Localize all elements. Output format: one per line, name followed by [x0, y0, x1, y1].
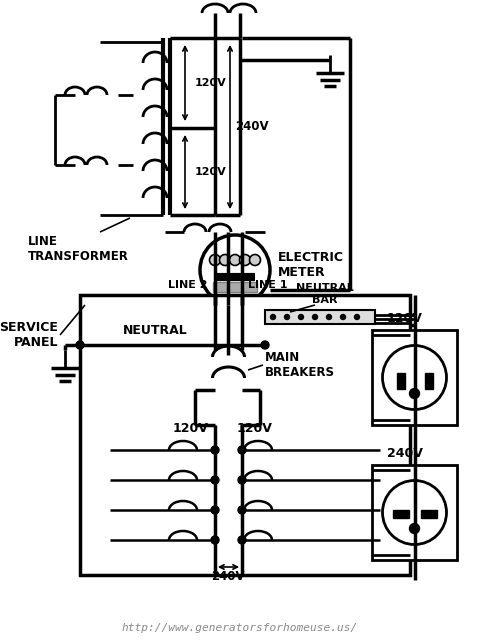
Bar [396, 372, 405, 388]
Text: 120V: 120V [195, 78, 227, 88]
Circle shape [238, 536, 246, 544]
Circle shape [200, 235, 270, 305]
Text: 240V: 240V [211, 570, 245, 583]
Text: 120V: 120V [237, 422, 273, 435]
Circle shape [240, 254, 251, 265]
Bar [265, 310, 375, 324]
Circle shape [211, 446, 219, 454]
Text: 120V: 120V [386, 312, 422, 325]
Circle shape [76, 341, 84, 349]
Text: 120V: 120V [172, 422, 208, 435]
Text: 240V: 240V [386, 447, 422, 460]
Text: 240V: 240V [235, 121, 269, 133]
Circle shape [238, 446, 246, 454]
Circle shape [238, 506, 246, 514]
Text: NEUTRAL: NEUTRAL [122, 324, 187, 337]
Circle shape [209, 254, 220, 265]
Circle shape [312, 315, 317, 319]
Circle shape [299, 315, 303, 319]
Circle shape [211, 476, 219, 484]
Bar [213, 282, 257, 292]
Text: 120V: 120V [195, 167, 227, 177]
Text: http://www.generatorsforhomeuse.us/: http://www.generatorsforhomeuse.us/ [122, 623, 358, 633]
Bar [393, 510, 408, 517]
Circle shape [229, 254, 240, 265]
Circle shape [383, 481, 446, 544]
Circle shape [326, 315, 332, 319]
Text: LINE 1: LINE 1 [248, 280, 288, 290]
Circle shape [285, 315, 289, 319]
Text: ELECTRIC
METER: ELECTRIC METER [278, 251, 344, 279]
Bar [372, 465, 457, 560]
Circle shape [238, 476, 246, 484]
Circle shape [409, 388, 420, 399]
Bar [80, 295, 410, 575]
Circle shape [355, 315, 360, 319]
Text: LINE
TRANSFORMER: LINE TRANSFORMER [28, 235, 129, 263]
Text: NEUTRAL
BAR: NEUTRAL BAR [296, 283, 354, 305]
Bar [372, 330, 457, 425]
Circle shape [340, 315, 346, 319]
Bar [424, 372, 432, 388]
Circle shape [261, 341, 269, 349]
Circle shape [211, 536, 219, 544]
Circle shape [219, 254, 230, 265]
Text: SERVICE
PANEL: SERVICE PANEL [0, 321, 58, 349]
Text: LINE 2: LINE 2 [168, 280, 207, 290]
Circle shape [383, 345, 446, 410]
Bar [420, 510, 436, 517]
Circle shape [250, 254, 261, 265]
Circle shape [271, 315, 276, 319]
Circle shape [211, 506, 219, 514]
Text: MAIN
BREAKERS: MAIN BREAKERS [265, 351, 335, 379]
Circle shape [409, 524, 420, 533]
